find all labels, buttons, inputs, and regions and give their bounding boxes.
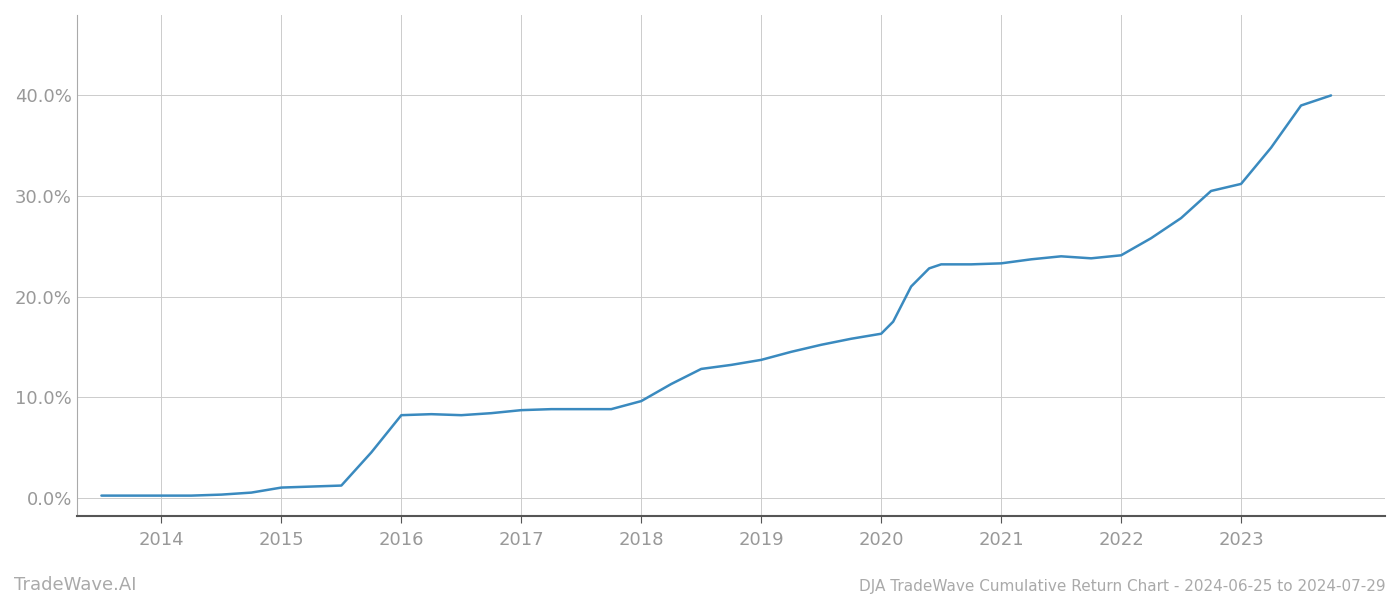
Text: DJA TradeWave Cumulative Return Chart - 2024-06-25 to 2024-07-29: DJA TradeWave Cumulative Return Chart - … <box>860 579 1386 594</box>
Text: TradeWave.AI: TradeWave.AI <box>14 576 137 594</box>
